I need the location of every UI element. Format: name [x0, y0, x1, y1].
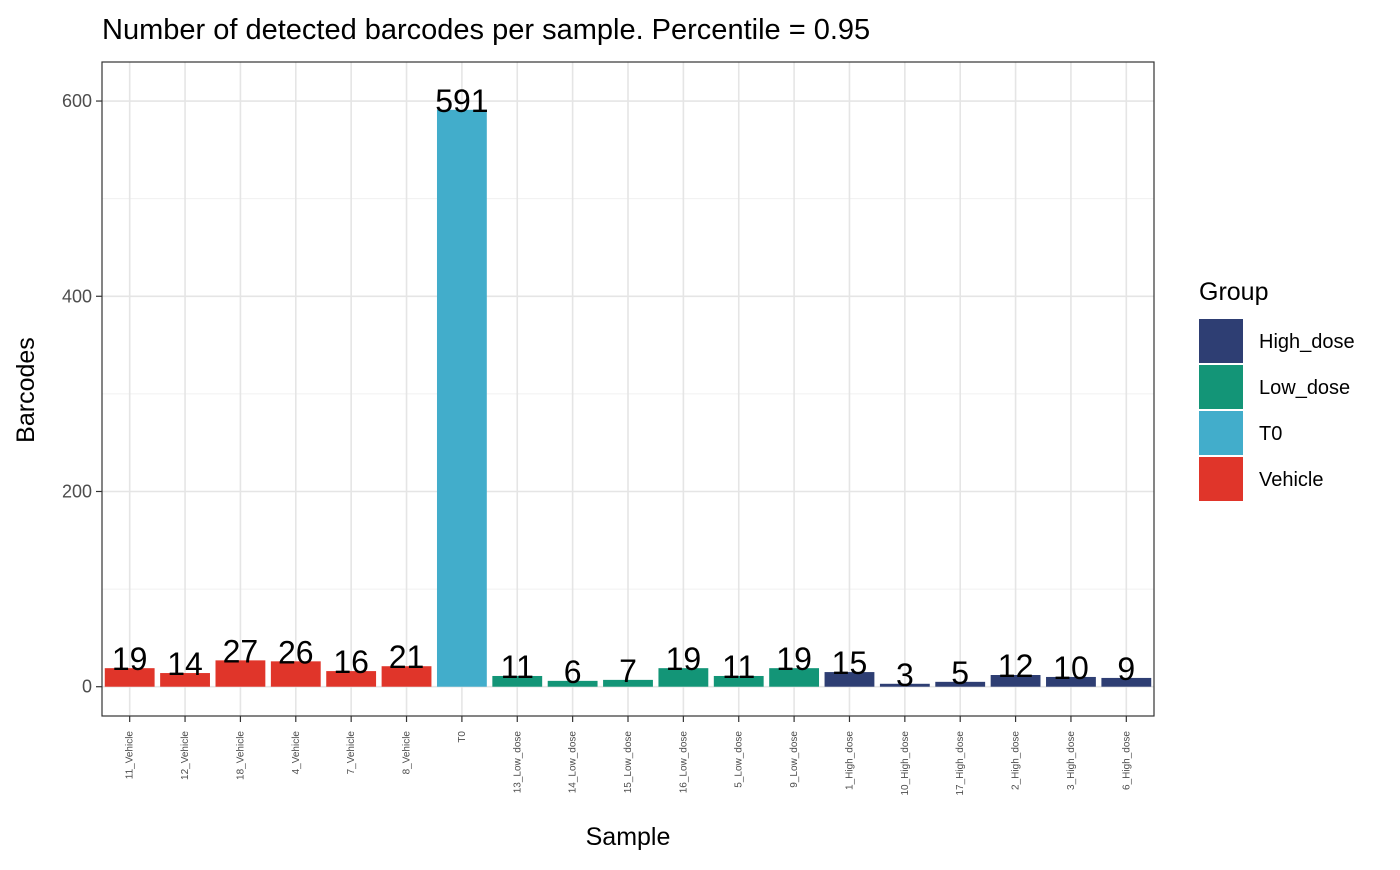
bar-18_Vehicle [215, 660, 266, 687]
legend: Group High_dose Low_dose T0 Vehicle [1199, 278, 1355, 501]
bar-16_Low_dose [658, 668, 709, 687]
legend-label: High_dose [1259, 331, 1355, 353]
x-tick-label: 13_Low_dose [512, 731, 523, 794]
legend-label: Vehicle [1259, 469, 1324, 491]
legend-label: Low_dose [1259, 377, 1350, 399]
data-label: 16 [333, 644, 369, 680]
x-tick-label: 17_High_dose [955, 731, 966, 796]
bar-2_High_dose [990, 675, 1041, 687]
x-tick-label: 18_Vehicle [235, 731, 246, 780]
data-label: 15 [832, 645, 868, 681]
x-tick-label: 1_High_dose [844, 731, 855, 790]
x-axis-title: Sample [586, 823, 671, 851]
bar-12_Vehicle [160, 673, 210, 687]
legend-swatch [1199, 457, 1243, 501]
x-tick-label: 10_High_dose [900, 731, 911, 796]
y-tick-label: 0 [82, 677, 92, 697]
x-tick-label: 12_Vehicle [180, 731, 191, 780]
legend-title: Group [1199, 278, 1268, 306]
x-tick-label: T0 [457, 731, 468, 743]
x-axis: 11_Vehicle 12_Vehicle 18_Vehicle 4_Vehicle 7… [125, 716, 1132, 796]
bar-9_Low_dose [769, 668, 820, 687]
bar-15_Low_dose [603, 679, 653, 687]
data-label: 27 [223, 633, 259, 669]
y-tick-label: 600 [62, 91, 92, 111]
bar-5_Low_dose [713, 675, 764, 687]
legend-swatch [1199, 411, 1243, 455]
data-label: 14 [167, 646, 203, 682]
bars-layer [104, 109, 1152, 687]
x-tick-label: 8_Vehicle [402, 731, 413, 775]
data-label: 9 [1117, 651, 1135, 687]
data-label: 591 [435, 83, 488, 119]
x-tick-label: 9_Low_dose [789, 731, 800, 788]
x-tick-label: 2_High_dose [1011, 731, 1022, 790]
legend-label: T0 [1259, 423, 1282, 445]
data-labels-layer: 19 14 27 26 16 21 591 11 6 7 19 11 19 15 3 5 12 10 9 [112, 83, 1135, 693]
x-tick-label: 6_High_dose [1121, 731, 1132, 790]
x-tick-label: 15_Low_dose [623, 731, 634, 794]
legend-swatch [1199, 365, 1243, 409]
data-label: 10 [1053, 650, 1089, 686]
y-tick-label: 400 [62, 286, 92, 306]
bar-13_Low_dose [492, 675, 543, 687]
bar-8_Vehicle [381, 666, 432, 687]
data-label: 21 [389, 639, 425, 675]
bar-7_Vehicle [326, 671, 377, 687]
data-label: 12 [998, 648, 1034, 684]
data-label: 5 [951, 655, 969, 691]
data-label: 19 [112, 641, 148, 677]
x-tick-label: 16_Low_dose [678, 731, 689, 794]
y-axis-title: Barcodes [12, 337, 40, 443]
chart-title: Number of detected barcodes per sample. … [102, 14, 870, 46]
x-tick-label: 4_Vehicle [291, 731, 302, 775]
bar-3_High_dose [1046, 676, 1096, 687]
y-tick-label: 200 [62, 481, 92, 501]
x-tick-label: 7_Vehicle [346, 731, 357, 775]
grid-layer [102, 62, 1154, 716]
data-label: 26 [278, 634, 314, 670]
bar-T0 [436, 109, 487, 687]
data-label: 6 [564, 654, 582, 690]
x-tick-label: 14_Low_dose [568, 731, 579, 794]
x-tick-label: 3_High_dose [1066, 731, 1077, 790]
data-label: 11 [722, 649, 755, 685]
bar-1_High_dose [824, 672, 875, 687]
data-label: 7 [619, 653, 637, 689]
y-axis: 0 200 400 600 [62, 91, 102, 697]
x-tick-label: 11_Vehicle [125, 731, 136, 780]
bar-6_High_dose [1101, 677, 1152, 687]
bar-4_Vehicle [270, 661, 321, 687]
x-tick-label: 5_Low_dose [734, 731, 745, 788]
bar-14_Low_dose [547, 680, 598, 687]
bar-10_High_dose [879, 683, 930, 687]
bar-17_High_dose [935, 681, 986, 687]
data-label: 3 [896, 657, 914, 693]
data-label: 19 [776, 641, 812, 677]
legend-swatch [1199, 319, 1243, 363]
data-label: 11 [501, 649, 534, 685]
data-label: 19 [666, 641, 702, 677]
bar-11_Vehicle [104, 668, 155, 687]
